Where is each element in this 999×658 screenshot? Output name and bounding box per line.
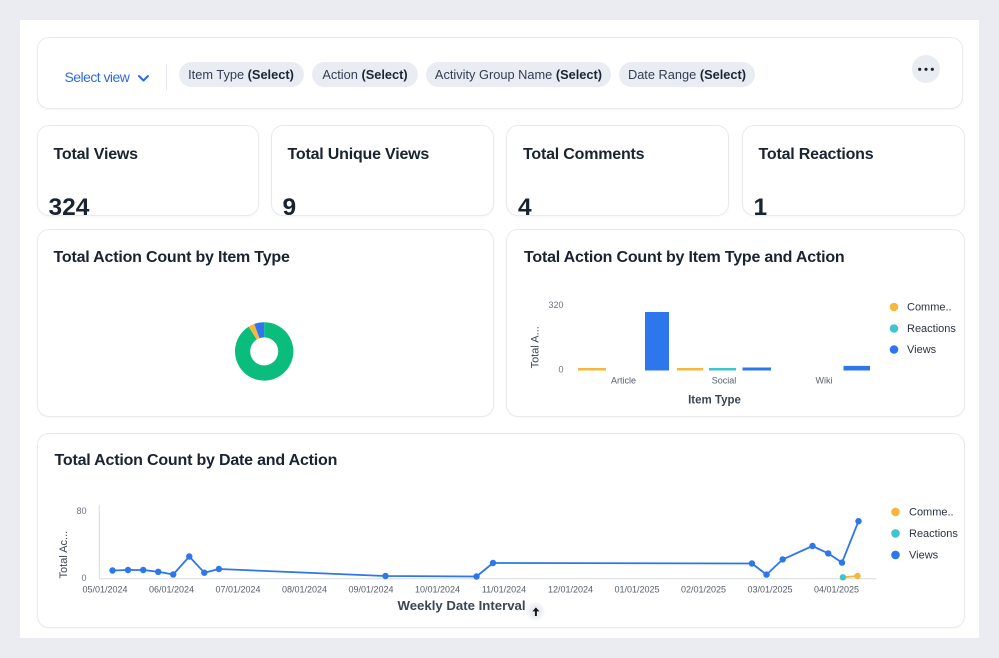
svg-text:Comme..: Comme.. xyxy=(907,302,952,314)
svg-text:Views: Views xyxy=(907,344,937,356)
svg-text:Item Type: Item Type xyxy=(688,395,741,407)
svg-text:Comme..: Comme.. xyxy=(909,506,954,518)
svg-text:Total Ac...: Total Ac... xyxy=(57,531,69,579)
svg-text:12/01/2024: 12/01/2024 xyxy=(547,585,592,595)
svg-text:05/01/2024: 05/01/2024 xyxy=(82,585,127,595)
svg-text:07/01/2024: 07/01/2024 xyxy=(215,585,260,595)
svg-text:02/01/2025: 02/01/2025 xyxy=(680,585,725,595)
svg-text:Social: Social xyxy=(712,376,737,386)
svg-text:Wiki: Wiki xyxy=(816,376,833,386)
svg-text:03/01/2025: 03/01/2025 xyxy=(747,585,792,595)
svg-text:08/01/2024: 08/01/2024 xyxy=(281,585,326,595)
svg-text:0: 0 xyxy=(81,573,86,583)
svg-text:0: 0 xyxy=(558,365,563,375)
svg-text:Total A...: Total A... xyxy=(529,326,541,368)
svg-text:01/01/2025: 01/01/2025 xyxy=(614,585,659,595)
svg-text:06/01/2024: 06/01/2024 xyxy=(148,585,193,595)
svg-text:09/01/2024: 09/01/2024 xyxy=(348,585,393,595)
svg-text:80: 80 xyxy=(76,506,86,516)
svg-text:Article: Article xyxy=(611,376,636,386)
svg-text:10/01/2024: 10/01/2024 xyxy=(414,585,459,595)
svg-text:04/01/2025: 04/01/2025 xyxy=(813,585,858,595)
svg-text:11/01/2024: 11/01/2024 xyxy=(481,585,525,595)
svg-text:Reactions: Reactions xyxy=(909,528,958,540)
svg-text:Reactions: Reactions xyxy=(907,323,956,335)
svg-text:Views: Views xyxy=(909,549,939,561)
svg-text:320: 320 xyxy=(548,300,563,310)
